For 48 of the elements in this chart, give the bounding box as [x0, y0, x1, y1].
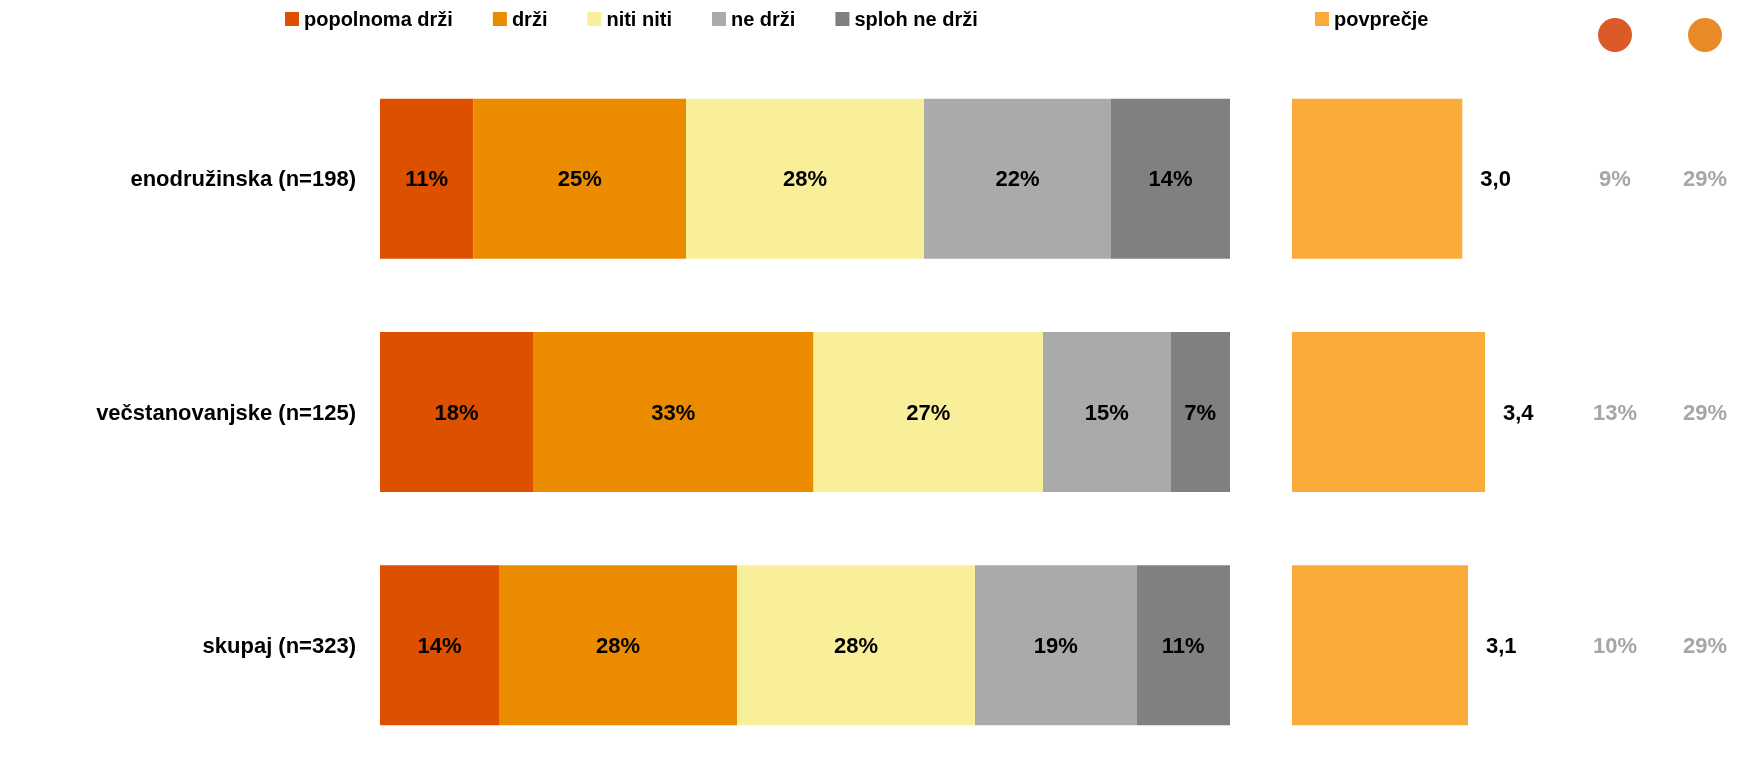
legend-label: drži	[511, 8, 548, 30]
data-label: 27%	[906, 399, 951, 425]
bar	[1111, 98, 1230, 259]
data-label: 29%	[1682, 632, 1728, 658]
y-tick-label: večstanovanjske (n=125)	[96, 399, 356, 425]
data-label: 3,0	[1480, 166, 1511, 192]
data-label: 25%	[557, 166, 602, 192]
data-label: 18%	[434, 399, 479, 425]
data-label: 33%	[651, 399, 696, 425]
data-label: 7%	[1184, 399, 1217, 425]
bar	[686, 98, 924, 259]
bar	[533, 332, 814, 492]
bar	[380, 98, 474, 259]
bar	[924, 98, 1111, 259]
bar	[473, 98, 686, 259]
bar	[380, 332, 533, 492]
legend-label: sploh ne drži	[854, 8, 978, 30]
bar	[737, 565, 975, 726]
bar	[1043, 332, 1171, 492]
y-tick-label: enodružinska (n=198)	[130, 166, 356, 192]
data-label: 9%	[1599, 166, 1631, 192]
data-label: 10%	[1592, 632, 1638, 658]
legend-label: ne drži	[730, 8, 796, 30]
bar	[499, 565, 737, 726]
data-label: 14%	[417, 632, 462, 658]
legend-label: popolnoma drži	[304, 8, 453, 30]
bar	[813, 332, 1043, 492]
data-label: 3,1	[1485, 632, 1517, 658]
legend-label: povprečje	[1334, 8, 1429, 30]
data-label: 22%	[995, 166, 1040, 192]
data-label: 28%	[595, 632, 641, 658]
bar	[1136, 565, 1230, 726]
legend-label: niti niti	[606, 8, 672, 30]
data-label: 15%	[1084, 399, 1129, 425]
bar	[380, 565, 499, 726]
data-label: 3,4	[1503, 399, 1535, 425]
data-label: 29%	[1682, 399, 1728, 425]
data-label: 28%	[782, 166, 828, 192]
data-label: 13%	[1592, 399, 1638, 425]
bar	[975, 565, 1137, 726]
data-label: 11%	[1161, 632, 1205, 658]
y-tick-label: skupaj (n=323)	[202, 632, 356, 658]
data-label: 14%	[1148, 166, 1193, 192]
data-label: 29%	[1682, 166, 1728, 192]
bar	[1170, 332, 1230, 492]
data-label: 19%	[1033, 632, 1078, 658]
data-label: 28%	[833, 632, 879, 658]
data-label: 11%	[405, 166, 449, 192]
